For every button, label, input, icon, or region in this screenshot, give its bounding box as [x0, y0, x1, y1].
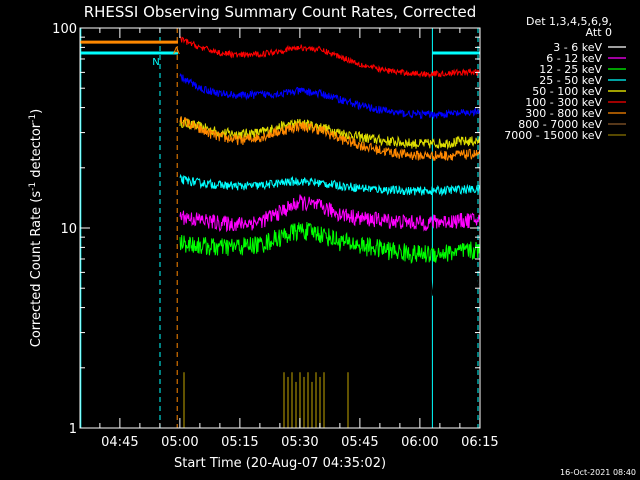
x-tick-label: 05:45 — [341, 435, 378, 450]
x-tick-label: 04:45 — [101, 435, 138, 450]
series-300-800-kev — [179, 116, 481, 162]
legend-label: 12 - 25 keV — [539, 63, 602, 76]
footer-date: 16-Oct-2021 08:40 — [560, 468, 636, 477]
plot-frame — [79, 27, 481, 429]
x-tick-label: 05:30 — [281, 435, 318, 450]
legend-header: Det 1,3,4,5,6,9, — [526, 15, 612, 28]
legend-label: 800 - 7000 keV — [518, 118, 602, 131]
series-800-7000-kev — [179, 73, 481, 120]
legend-label: 7000 - 15000 keV — [504, 129, 602, 142]
series-12-25-kev — [179, 221, 481, 264]
series-25-50-kev — [179, 173, 481, 197]
annotation-a: A — [173, 46, 180, 57]
series-6-12-kev — [179, 194, 481, 233]
legend-label: 6 - 12 keV — [546, 52, 602, 65]
y-tick-label: 10 — [60, 222, 77, 237]
y-axis-label-part-2: detector — [29, 122, 44, 182]
legend-label: 100 - 300 keV — [525, 96, 602, 109]
y-tick-label: 1 — [69, 422, 77, 437]
x-tick-label: 06:00 — [401, 435, 438, 450]
annotation-n: N — [152, 57, 159, 68]
y-axis-label-superscript-1: -1 — [28, 182, 38, 191]
legend-header: Att 0 — [586, 26, 612, 39]
series-3-6-kev — [180, 244, 481, 303]
x-tick-label: 05:15 — [221, 435, 258, 450]
x-tick-label: 06:15 — [461, 435, 498, 450]
plot-area: NA — [80, 28, 481, 428]
legend-label: 3 - 6 keV — [553, 41, 602, 54]
y-axis-label: Corrected Count Rate (s-1 detector-1) — [28, 109, 44, 347]
x-axis-label: Start Time (20-Aug-07 04:35:02) — [174, 456, 386, 471]
legend-label: 25 - 50 keV — [539, 74, 602, 87]
chart-title: RHESSI Observing Summary Count Rates, Co… — [84, 3, 477, 21]
legend-label: 50 - 100 keV — [532, 85, 602, 98]
y-axis-label-part-3: ) — [29, 109, 44, 114]
series-100-300-kev — [179, 36, 481, 79]
axes: 1 10 100 04:45 05:00 05:15 05:30 05:45 06:00 06:1… — [52, 22, 498, 450]
y-tick-label: 100 — [52, 22, 77, 37]
legend-label: 300 - 800 keV — [525, 107, 602, 120]
y-axis-label-part-1: Corrected Count Rate (s — [29, 191, 44, 348]
x-tick-label: 05:00 — [161, 435, 198, 450]
y-axis-label-superscript-2: -1 — [28, 114, 38, 123]
series-50-100-kev — [179, 115, 481, 150]
